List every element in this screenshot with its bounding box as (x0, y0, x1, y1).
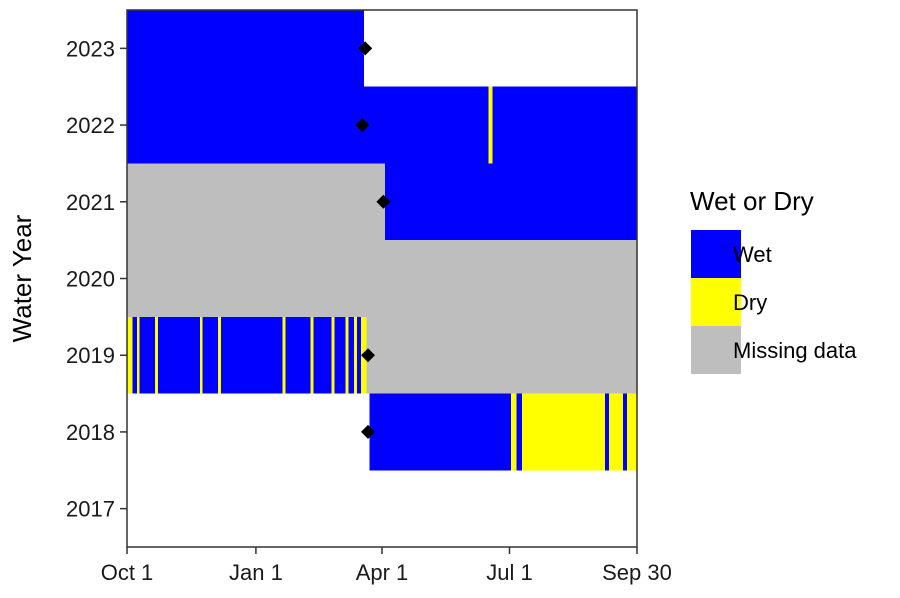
segment-2019-wet (157, 316, 200, 394)
segment-2018-wet (369, 393, 511, 471)
segment-2019-wet (132, 316, 137, 394)
x-tick-label: Apr 1 (356, 560, 409, 585)
marker-2018 (360, 424, 375, 439)
segment-2019-dry (353, 316, 357, 394)
y-tick-label: 2018 (66, 420, 115, 445)
y-tick-label: 2021 (66, 190, 115, 215)
segment-2019-dry (155, 316, 158, 394)
segment-2022-wet (127, 86, 489, 164)
segment-2019-dry (127, 316, 133, 394)
segment-2022-dry (488, 86, 493, 164)
y-axis-title: Water Year (7, 214, 37, 342)
segment-2018-dry (608, 393, 623, 471)
x-tick-label: Sep 30 (602, 560, 672, 585)
segment-2022-wet (492, 86, 637, 164)
segment-2019-dry (199, 316, 203, 394)
legend-label-wet: Wet (733, 242, 772, 267)
legend-label-missing: Missing data (733, 338, 857, 363)
legend-title: Wet or Dry (690, 186, 814, 216)
segment-2019-dry (282, 316, 286, 394)
segment-2018-wet (622, 393, 628, 471)
segment-2019-missing (366, 316, 637, 394)
x-tick-label: Jan 1 (229, 560, 283, 585)
segment-2019-dry (331, 316, 335, 394)
segment-2019-wet (356, 316, 361, 394)
segment-2018-wet (604, 393, 609, 471)
marker-2023 (358, 41, 373, 56)
marker-2021 (376, 194, 391, 209)
legend: Wet or Dry Wet Dry Missing data (690, 186, 857, 374)
legend-entries: Wet Dry Missing data (691, 230, 857, 374)
x-tick-label: Oct 1 (101, 560, 154, 585)
segment-2021-wet (384, 163, 637, 241)
segment-2019-wet (285, 316, 311, 394)
y-axis: 2017 2018 2019 2020 2021 2022 2023 (66, 36, 127, 522)
legend-key-dry (691, 278, 741, 326)
segment-2019-dry (345, 316, 349, 394)
y-tick-label: 2023 (66, 36, 115, 61)
segment-2019-dry (136, 316, 140, 394)
segment-2021-missing (127, 163, 385, 241)
segment-2019-wet (313, 316, 332, 394)
segment-2019-wet (202, 316, 219, 394)
legend-label-dry: Dry (733, 290, 767, 315)
y-tick-label: 2022 (66, 113, 115, 138)
segment-2019-wet (139, 316, 156, 394)
segment-2019-dry (218, 316, 221, 394)
segments-layer (127, 10, 637, 471)
legend-key-missing (691, 326, 741, 374)
marker-2019 (360, 348, 375, 363)
segment-2023-wet (127, 10, 364, 87)
x-axis: Oct 1 Jan 1 Apr 1 Jul 1 Sep 30 (101, 547, 672, 585)
segment-2018-wet (516, 393, 523, 471)
y-tick-label: 2017 (66, 497, 115, 522)
y-tick-label: 2019 (66, 343, 115, 368)
y-tick-label: 2020 (66, 267, 115, 292)
segment-2019-dry (310, 316, 314, 394)
x-tick-label: Jul 1 (486, 560, 532, 585)
segment-2018-dry (522, 393, 605, 471)
segment-2018-dry (510, 393, 517, 471)
segment-2019-wet (220, 316, 283, 394)
segment-2019-wet (334, 316, 346, 394)
marker-2022 (355, 118, 370, 133)
markers-layer (355, 41, 391, 439)
segment-2018-dry (627, 393, 637, 471)
segment-2019-wet (348, 316, 354, 394)
legend-key-wet (691, 230, 741, 278)
segment-2020-missing (127, 240, 637, 317)
